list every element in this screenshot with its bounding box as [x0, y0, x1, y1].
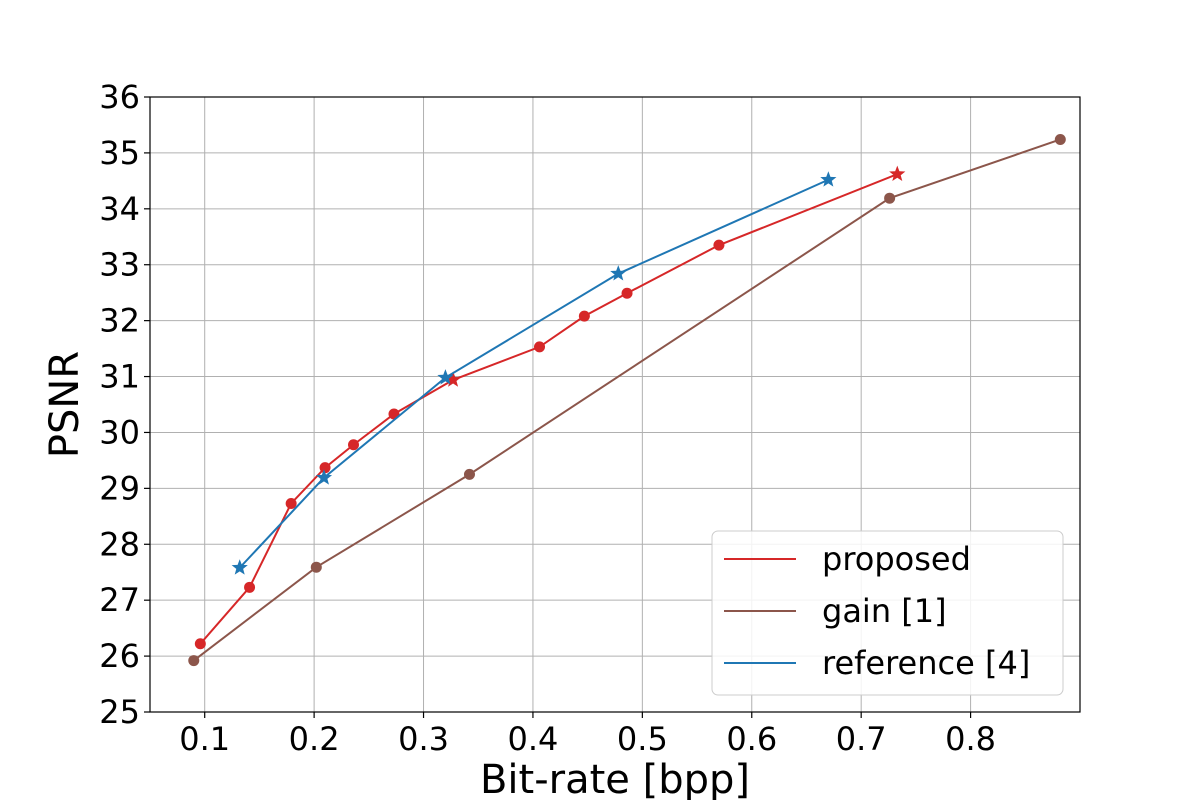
x-tick-label: 0.2 — [289, 720, 340, 758]
legend-label: reference [4] — [822, 644, 1030, 682]
point-marker — [194, 638, 206, 650]
point-marker — [1054, 133, 1066, 145]
series-gain-1 — [188, 133, 1066, 667]
point-marker — [310, 561, 322, 573]
y-tick-label: 27 — [99, 581, 140, 619]
star-marker — [889, 165, 906, 182]
x-tick-label: 0.8 — [945, 720, 996, 758]
x-tick-label: 0.4 — [507, 720, 558, 758]
y-tick-label: 34 — [99, 190, 140, 228]
y-tick-label: 36 — [99, 78, 140, 116]
y-tick-label: 30 — [99, 413, 140, 451]
y-tick-label: 26 — [99, 637, 140, 675]
star-marker — [820, 171, 837, 187]
star-marker — [437, 369, 454, 385]
star-marker — [610, 265, 627, 281]
point-marker — [285, 497, 297, 509]
point-marker — [884, 192, 896, 204]
x-tick-label: 0.1 — [179, 720, 230, 758]
y-tick-label: 33 — [99, 246, 140, 284]
point-marker — [713, 239, 725, 251]
point-marker — [621, 287, 633, 299]
plot-frame — [149, 96, 1081, 713]
point-marker — [348, 439, 360, 451]
point-marker — [244, 581, 256, 593]
x-tick-label: 0.5 — [617, 720, 668, 758]
y-tick-label: 32 — [99, 302, 140, 340]
series-layer — [188, 133, 1066, 667]
x-tick-label: 0.7 — [836, 720, 887, 758]
y-tick-label: 31 — [99, 358, 140, 396]
star-marker — [444, 371, 462, 387]
point-marker — [188, 655, 200, 667]
ticks: 0.1 0.2 0.3 0.4 0.5 0.6 0.7 0.8 25 26 27 28 29 30 31 32… — [99, 78, 996, 758]
legend: proposed gain [1] reference [4] — [711, 530, 1064, 696]
y-tick-label: 28 — [99, 525, 140, 563]
grid — [150, 96, 1080, 713]
point-marker — [534, 341, 546, 353]
legend-box — [711, 530, 1064, 696]
y-tick-label: 25 — [99, 693, 140, 731]
star-marker — [231, 559, 248, 575]
x-axis-title: Bit-rate [bpp] — [480, 757, 750, 800]
star-marker — [315, 469, 333, 485]
x-tick-label: 0.3 — [398, 720, 449, 758]
legend-label: gain [1] — [822, 592, 947, 630]
x-tick-label: 0.6 — [726, 720, 777, 758]
point-marker — [463, 468, 475, 480]
legend-label: proposed — [822, 540, 971, 578]
y-tick-label: 35 — [99, 134, 140, 172]
y-axis-title: PSNR — [42, 351, 88, 458]
y-tick-label: 29 — [99, 469, 140, 507]
point-marker — [578, 310, 590, 322]
point-marker — [319, 462, 331, 474]
series-reference-4 — [231, 171, 837, 575]
series-line — [238, 178, 829, 569]
